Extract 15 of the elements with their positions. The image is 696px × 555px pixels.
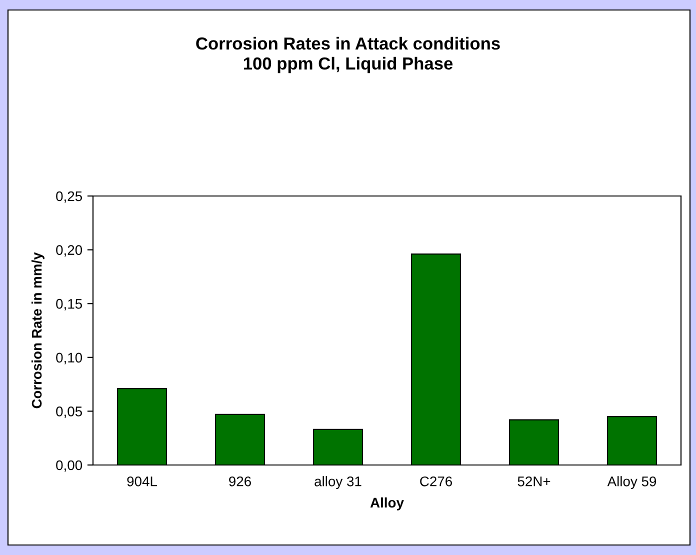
y-tick-label: 0,25 — [56, 191, 82, 203]
x-tick-label: Alloy 59 — [607, 476, 656, 490]
x-tick-label: 52N+ — [518, 476, 550, 486]
y-tick-label: 0,05 — [56, 406, 82, 418]
y-tick-label: 0,00 — [56, 460, 82, 472]
x-tick-label: 926 — [229, 476, 251, 486]
y-tick-label: 0,15 — [56, 298, 82, 310]
y-tick-label: 0,20 — [56, 245, 82, 257]
y-tick-label: 0,10 — [56, 352, 82, 364]
x-tick-label: 904L — [127, 476, 157, 486]
y-axis-title: Corrosion Rate in mm/y — [31, 252, 44, 408]
x-axis-title: Alloy — [370, 497, 404, 510]
chart-title: Corrosion Rates in Attack conditions 100 ppm Cl, Liquid Phase — [196, 36, 500, 74]
x-tick-label: alloy 31 — [314, 476, 362, 490]
x-tick-label: C276 — [420, 476, 452, 486]
